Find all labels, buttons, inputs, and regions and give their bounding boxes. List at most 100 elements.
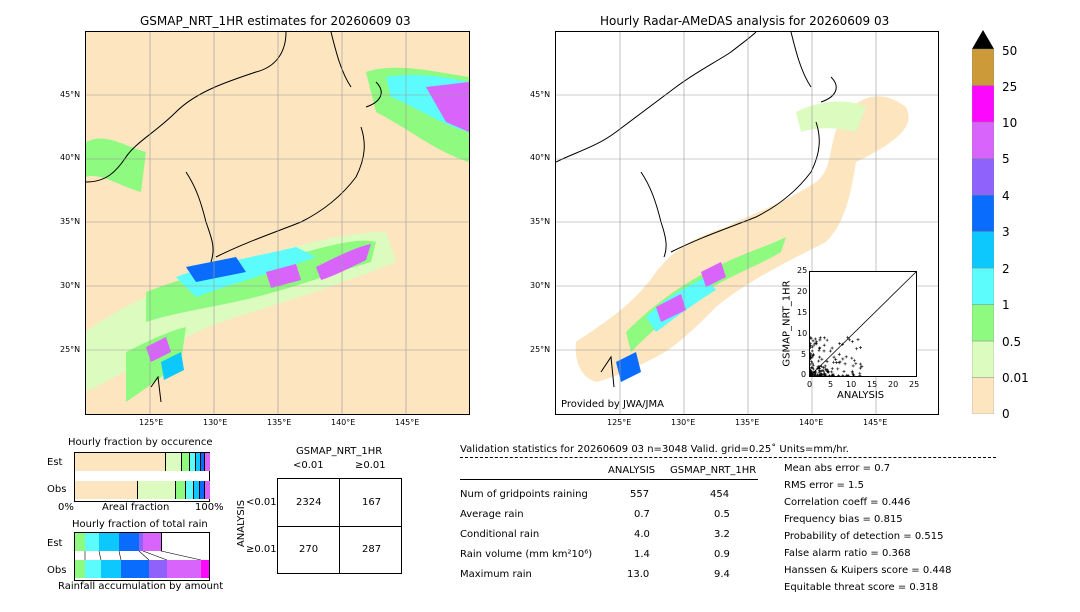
scatter-point — [814, 342, 818, 346]
scatter-point — [834, 358, 838, 362]
scatter-point — [823, 367, 827, 371]
colorbar-level: 2 — [1002, 262, 1010, 276]
left-map — [85, 31, 470, 415]
tr-est-6 — [143, 533, 162, 551]
col-gsmap: GSMAP_NRT_1HR — [670, 465, 757, 476]
rain-nw-band — [86, 138, 146, 192]
scatter-point — [819, 372, 823, 376]
scatter-point — [858, 371, 862, 375]
right-map-title: Hourly Radar-AMeDAS analysis for 2026060… — [600, 14, 890, 28]
scatter-ylabel: GSMAP_NRT_1HR — [781, 280, 793, 367]
scatter-ytick: 20 — [797, 287, 808, 296]
right-lat-label: 30°N — [530, 281, 551, 290]
scatter-point — [817, 370, 821, 374]
occ-est-mid — [181, 453, 190, 471]
score: RMS error = 1.5 — [784, 480, 864, 491]
scatter-point — [850, 356, 854, 360]
stat-label: Rain volume (mm km²10⁶) — [460, 549, 593, 560]
scatter-xlabel: ANALYSIS — [837, 390, 885, 401]
scatter-point — [813, 341, 817, 345]
scatter-point — [859, 362, 863, 366]
scatter-point — [817, 359, 821, 363]
colorbar-segment — [971, 267, 995, 305]
scatter-point — [831, 373, 835, 376]
scatter-point — [858, 346, 862, 350]
scatter-point — [813, 369, 817, 373]
validation-divider — [460, 457, 996, 458]
coast-japan — [215, 81, 382, 258]
right-map-svg — [556, 32, 938, 414]
stat-analysis: 557 — [630, 489, 650, 500]
scatter-point — [820, 368, 824, 372]
scatter-point — [813, 374, 817, 376]
scatter-point — [827, 374, 831, 376]
scatter-point — [838, 342, 842, 346]
scatter-point — [824, 373, 828, 376]
colorbar-level: 0.01 — [1002, 371, 1029, 385]
scatter-point — [825, 368, 829, 372]
stat-gsmap: 454 — [710, 489, 730, 500]
colorbar-level: 4 — [1002, 189, 1010, 203]
scatter-point — [812, 343, 816, 347]
colorbar-level: 25 — [1002, 80, 1018, 94]
rain-ne-core — [426, 82, 469, 132]
scatter-point — [817, 367, 821, 371]
scatter-point — [810, 345, 812, 349]
scatter-ytick: 0 — [801, 370, 807, 379]
stat-gsmap: 0.9 — [714, 549, 730, 560]
right-lat-label: 35°N — [530, 217, 551, 226]
stat-gsmap: 0.5 — [714, 509, 730, 520]
left-lat-label: 40°N — [60, 153, 81, 162]
scatter-point — [819, 364, 823, 368]
scatter-point — [810, 357, 813, 361]
scatter-point — [843, 362, 847, 366]
tr-obs-3 — [101, 560, 122, 578]
scatter-plot — [810, 272, 916, 376]
scatter-point — [815, 366, 819, 370]
scatter-point — [818, 336, 822, 340]
colorbar-segment — [971, 48, 995, 86]
scatter-point — [811, 363, 815, 367]
scatter-point — [830, 346, 834, 350]
stat-analysis: 0.7 — [634, 509, 650, 520]
coast-korea — [185, 171, 214, 263]
contingency-row-label: <0.01 — [246, 497, 277, 508]
scatter-xtick: 15 — [867, 380, 878, 389]
rain-core-2 — [316, 244, 371, 280]
scatter-point — [852, 374, 856, 376]
scatter-point — [822, 349, 826, 353]
occ-obs-blue — [193, 481, 200, 499]
occ-obs-dry — [75, 481, 137, 499]
scatter-point — [813, 337, 817, 341]
stat-gsmap: 3.2 — [714, 529, 730, 540]
score: False alarm ratio = 0.368 — [784, 548, 911, 559]
left-lat-label: 35°N — [60, 217, 81, 226]
scatter-point — [818, 365, 822, 369]
validation-col-rule — [460, 479, 758, 480]
scatter-point — [811, 339, 815, 343]
tr-est-2 — [85, 533, 100, 551]
r-coast-continent — [556, 32, 757, 163]
tr-est-4 — [119, 533, 140, 551]
right-lat-label: 25°N — [530, 345, 551, 354]
coast-continent — [86, 32, 287, 183]
colorbar-segment — [971, 85, 995, 123]
scatter-point — [841, 342, 845, 346]
radar-north-band — [796, 101, 866, 132]
r-coast-sakhalin — [790, 32, 812, 88]
scatter-ytick: 10 — [797, 329, 808, 338]
scatter-point — [810, 363, 812, 367]
right-lon-label: 125°E — [607, 418, 632, 427]
scatter-point — [825, 360, 829, 364]
scatter-point — [825, 338, 829, 342]
scatter-point — [856, 338, 860, 342]
colorbar-segment — [971, 121, 995, 159]
scatter-point — [828, 349, 832, 353]
colorbar-segment — [971, 304, 995, 342]
scatter-point — [847, 374, 851, 376]
validation-header: Validation statistics for 20260609 03 n=… — [460, 444, 849, 455]
right-lat-label: 40°N — [530, 153, 551, 162]
scatter-inset — [809, 271, 917, 377]
scatter-point — [821, 366, 825, 370]
left-lat-label: 30°N — [60, 281, 81, 290]
